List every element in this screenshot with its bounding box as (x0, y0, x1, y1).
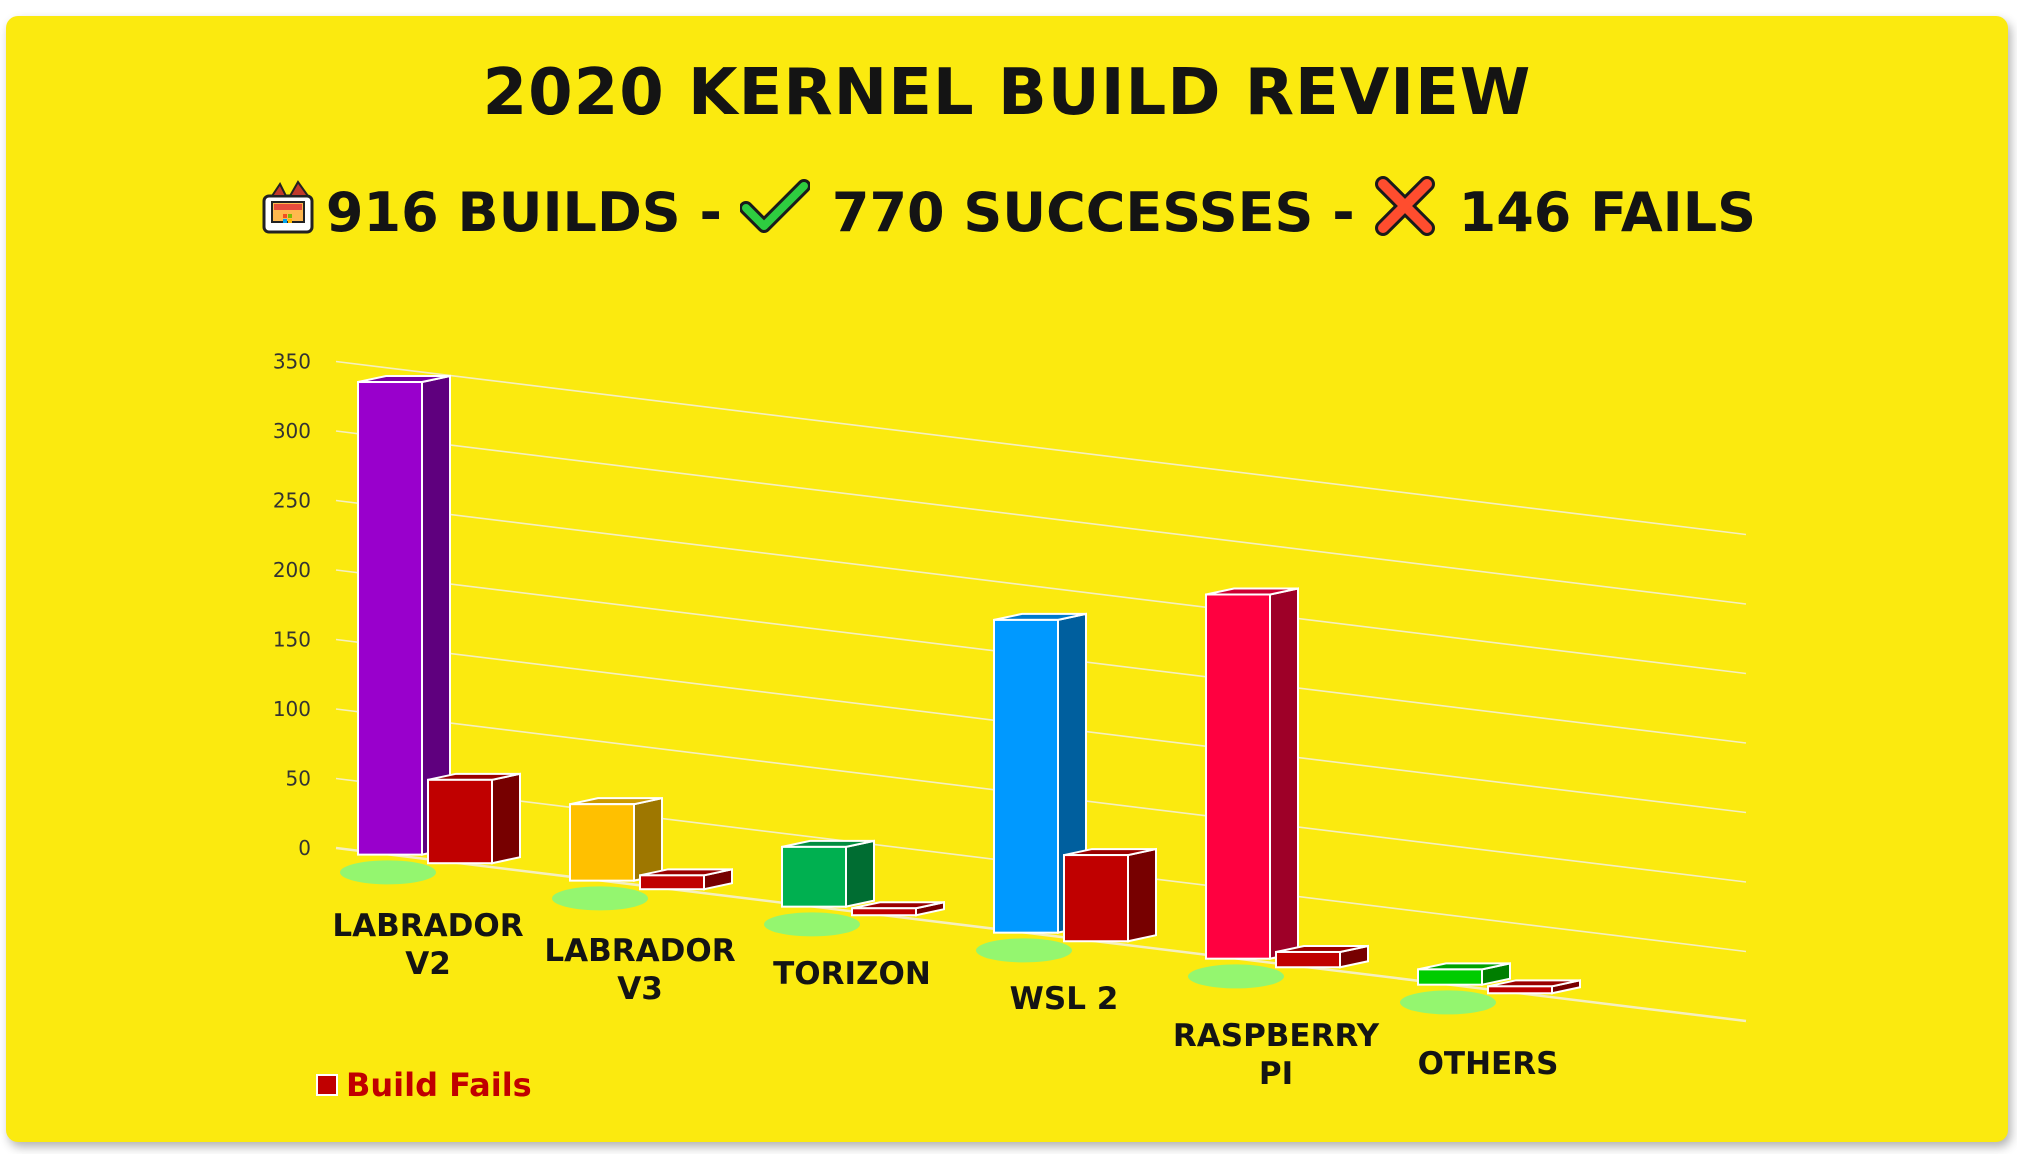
bar-builds-others (1417, 968, 1483, 986)
x-label-torizon: TORIZON (773, 956, 931, 992)
legend: Build Fails (316, 1066, 532, 1104)
chart-card: 2020 KERNEL BUILD REVIEW 916 BUILDS - 77… (6, 16, 2008, 1142)
x-label-others: OTHERS (1418, 1046, 1559, 1082)
bar-fails-labrador-v2-side (491, 772, 521, 865)
glow-labrador-v2 (340, 860, 436, 885)
bar-builds-raspberry-pi (1205, 593, 1271, 960)
checkmark-icon (738, 178, 811, 247)
gridline-300 (335, 430, 1747, 605)
y-tick-label-50: 50 (286, 767, 311, 791)
bar-fails-labrador-v3 (639, 874, 705, 891)
y-tick-label-0: 0 (298, 836, 311, 860)
glow-torizon (764, 912, 860, 937)
y-tick-label-250: 250 (273, 489, 311, 513)
bar-builds-wsl-2 (993, 618, 1059, 934)
successes-count: 770 SUCCESSES - (831, 181, 1355, 244)
gridline-250 (335, 499, 1747, 675)
y-tick-label-100: 100 (273, 697, 311, 721)
x-label-labrador-v2: LABRADOR V2 (332, 908, 523, 982)
bar-fails-wsl-2 (1063, 854, 1129, 943)
x-label-labrador-v3: LABRADOR V3 (544, 933, 735, 1007)
bar-builds-labrador-v3-side (633, 796, 663, 882)
bar-builds-labrador-v3 (569, 803, 635, 882)
gridline-350 (335, 360, 1747, 536)
bar-chart: 0 50 100 150 200 250 300 350 LABRADOR V2 LABRADOR V… (273, 350, 1747, 1092)
build-bot-icon (258, 176, 318, 249)
bar-builds-labrador-v2 (357, 381, 423, 856)
glow-others (1400, 990, 1496, 1015)
x-label-wsl-2: WSL 2 (1010, 981, 1119, 1017)
bar-builds-torizon-side (845, 839, 875, 908)
glow-raspberry-pi (1188, 964, 1284, 989)
legend-label-build-fails: Build Fails (346, 1066, 532, 1104)
bar-fails-raspberry-pi (1275, 950, 1341, 969)
x-label-raspberry-pi: RASPBERRY PI (1173, 1018, 1380, 1092)
cross-icon (1373, 176, 1437, 249)
y-tick-label-150: 150 (273, 628, 311, 652)
builds-count: 916 BUILDS - (325, 181, 722, 244)
glow-wsl-2 (976, 938, 1072, 963)
bar-fails-labrador-v2 (427, 778, 493, 865)
bar-fails-wsl-2-side (1127, 847, 1157, 943)
bar-fails-torizon (851, 907, 917, 917)
fails-count: 146 FAILS (1458, 181, 1757, 244)
stats-line: 916 BUILDS - 770 SUCCESSES - 146 FAILS (6, 176, 2008, 249)
bar-builds-raspberry-pi-side (1269, 587, 1299, 960)
y-tick-label-300: 300 (273, 419, 311, 443)
legend-swatch-build-fails (316, 1074, 338, 1096)
bar-fails-others (1487, 985, 1553, 995)
y-tick-label-200: 200 (273, 558, 311, 582)
glow-labrador-v3 (552, 886, 648, 911)
bar-builds-torizon (781, 845, 847, 908)
chart-title: 2020 KERNEL BUILD REVIEW (482, 56, 1532, 130)
y-tick-label-350: 350 (273, 350, 311, 374)
